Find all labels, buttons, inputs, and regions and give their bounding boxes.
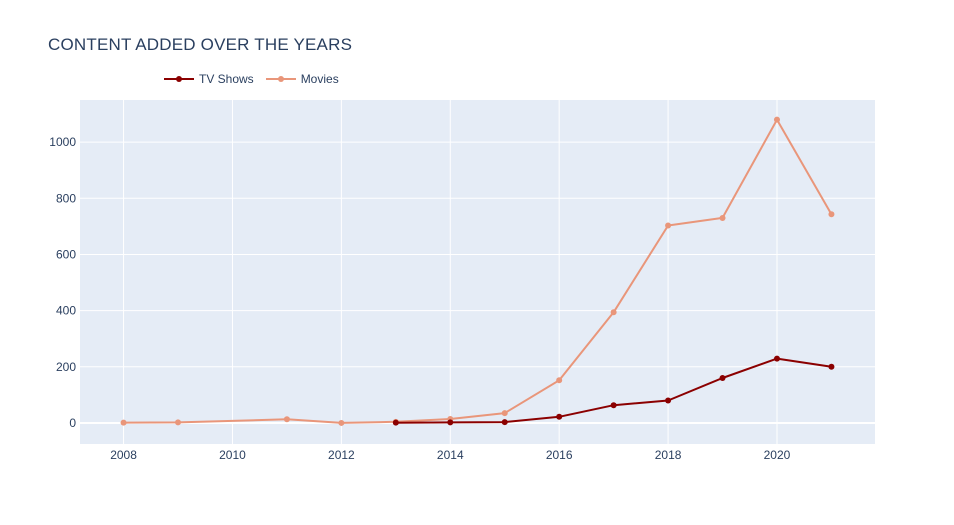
data-point-movies[interactable] bbox=[773, 116, 780, 123]
y-axis-ticks: 0 200 400 600 800 1000 bbox=[49, 135, 76, 430]
data-point-movies[interactable] bbox=[175, 419, 182, 426]
data-point-tv-shows[interactable] bbox=[501, 419, 508, 426]
data-point-tv-shows[interactable] bbox=[447, 419, 454, 426]
x-gridlines bbox=[123, 100, 778, 444]
data-point-movies[interactable] bbox=[610, 309, 617, 316]
x-tick-label: 2014 bbox=[437, 448, 464, 462]
legend-label-tv-shows: TV Shows bbox=[199, 72, 254, 86]
series-layer bbox=[120, 116, 835, 426]
y-gridlines bbox=[80, 141, 875, 368]
data-point-tv-shows[interactable] bbox=[556, 413, 563, 420]
legend-label-movies: Movies bbox=[300, 72, 339, 86]
data-point-movies[interactable] bbox=[556, 377, 563, 384]
x-axis-ticks: 2008 2010 2012 2014 2016 2018 2020 bbox=[110, 448, 790, 462]
x-tick-label: 2012 bbox=[328, 448, 355, 462]
y-tick-label: 600 bbox=[56, 247, 76, 261]
legend-swatch-tv-shows bbox=[164, 76, 194, 82]
x-tick-label: 2016 bbox=[546, 448, 573, 462]
legend-swatch-movies bbox=[265, 76, 296, 82]
data-point-tv-shows[interactable] bbox=[719, 375, 726, 382]
legend-item-movies[interactable]: Movies bbox=[265, 72, 339, 86]
x-tick-label: 2018 bbox=[655, 448, 682, 462]
x-tick-label: 2010 bbox=[219, 448, 246, 462]
y-tick-label: 800 bbox=[56, 191, 76, 205]
x-tick-label: 2020 bbox=[764, 448, 791, 462]
legend-item-tv-shows[interactable]: TV Shows bbox=[164, 72, 254, 86]
data-point-movies[interactable] bbox=[665, 222, 672, 229]
data-point-tv-shows[interactable] bbox=[773, 355, 780, 362]
y-tick-label: 400 bbox=[56, 304, 76, 318]
data-point-movies[interactable] bbox=[338, 419, 345, 426]
data-point-movies[interactable] bbox=[501, 410, 508, 417]
plot-background bbox=[80, 100, 875, 444]
data-point-movies[interactable] bbox=[283, 416, 290, 423]
data-point-tv-shows[interactable] bbox=[610, 402, 617, 409]
data-point-tv-shows[interactable] bbox=[665, 397, 672, 404]
data-point-tv-shows[interactable] bbox=[392, 419, 399, 426]
y-tick-label: 0 bbox=[69, 416, 76, 430]
y-tick-label: 1000 bbox=[49, 135, 76, 149]
data-point-movies[interactable] bbox=[719, 214, 726, 221]
data-point-movies[interactable] bbox=[828, 211, 835, 218]
chart-title: CONTENT ADDED OVER THE YEARS bbox=[48, 35, 353, 54]
legend: TV Shows Movies bbox=[164, 72, 339, 86]
x-tick-label: 2008 bbox=[110, 448, 137, 462]
data-point-movies[interactable] bbox=[120, 419, 127, 426]
y-tick-label: 200 bbox=[56, 360, 76, 374]
data-point-tv-shows[interactable] bbox=[828, 363, 835, 370]
